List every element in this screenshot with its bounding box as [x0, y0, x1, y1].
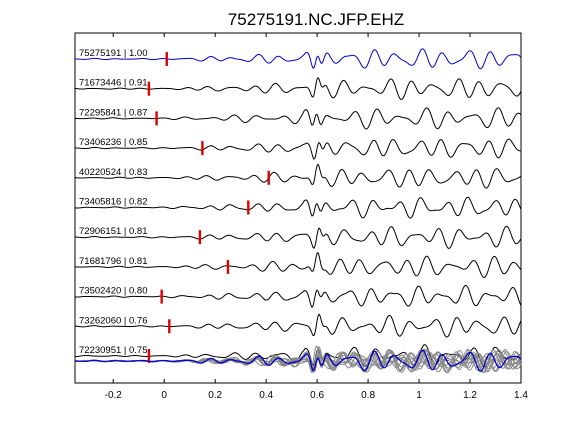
stack-reference [74, 349, 522, 372]
trace-label: 72230951 | 0.75 [79, 345, 148, 356]
x-tick-label: 0.4 [259, 390, 273, 401]
x-tick-label: 1 [416, 390, 422, 401]
trace-line [74, 48, 522, 70]
trace-label: 40220524 | 0.83 [79, 167, 148, 178]
x-tick-label: -0.2 [105, 390, 123, 401]
trace-label: 71673446 | 0.91 [79, 78, 148, 89]
trace-label: 73262060 | 0.76 [79, 315, 148, 326]
chart-title: 75275191.NC.JFP.EHZ [228, 10, 404, 29]
trace-line [74, 107, 522, 130]
trace-label: 73405816 | 0.82 [79, 197, 148, 208]
trace-line [74, 284, 522, 309]
x-tick-label: 0 [161, 390, 167, 401]
x-tick-label: 1.4 [514, 390, 528, 401]
trace-line [74, 196, 522, 219]
trace-line [74, 225, 522, 250]
trace-label: 71681796 | 0.81 [79, 256, 148, 267]
x-tick-label: 0.8 [361, 390, 375, 401]
trace-line [74, 163, 522, 189]
x-tick-label: 1.2 [463, 390, 477, 401]
x-tick-label: 0.2 [208, 390, 222, 401]
trace-label: 75275191 | 1.00 [79, 48, 148, 59]
trace-line [74, 313, 522, 338]
trace-label: 73406236 | 0.85 [79, 137, 148, 148]
trace-label: 72295841 | 0.87 [79, 107, 148, 118]
trace-line [74, 251, 522, 279]
trace-line [74, 138, 522, 160]
trace-label: 72906151 | 0.81 [79, 226, 148, 237]
trace-group: 75275191 | 1.00 71673446 | 0.91 72295841 |… [74, 48, 522, 368]
x-axis: -0.2 0 0.2 0.4 0.6 0.8 1 1.2 1.4 [105, 33, 528, 401]
stack-overlay [74, 345, 522, 374]
trace-label: 73502420 | 0.80 [79, 286, 148, 297]
x-tick-label: 0.6 [310, 390, 324, 401]
